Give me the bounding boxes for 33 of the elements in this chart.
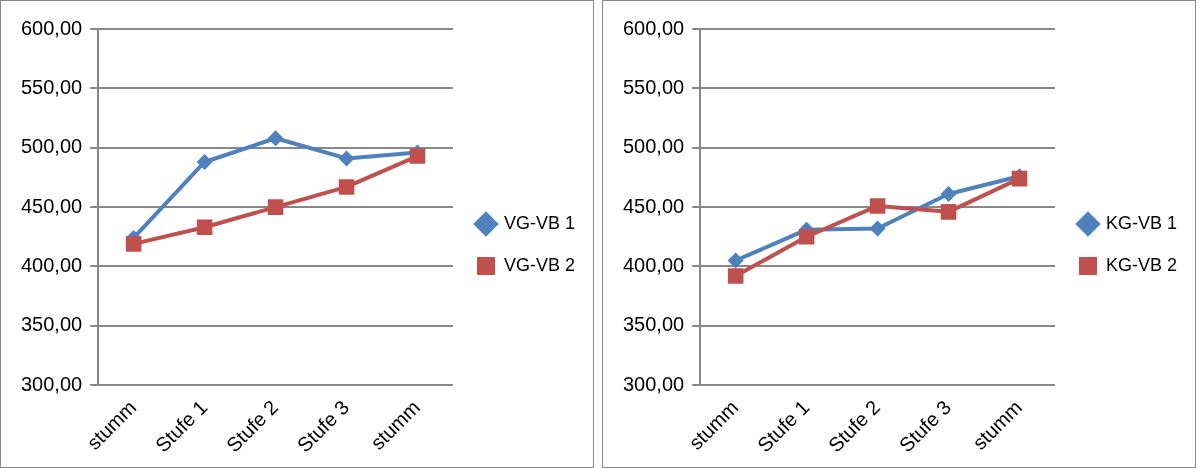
point	[798, 229, 815, 245]
point	[727, 268, 744, 284]
y-tick-label: 350,00	[21, 313, 83, 336]
y-tick-label: 300,00	[623, 372, 685, 395]
y-tick-label: 500,00	[623, 135, 685, 158]
point	[125, 236, 142, 252]
legend-label: KG-VB 1	[1105, 212, 1178, 233]
y-tick-label: 300,00	[21, 372, 83, 395]
point	[338, 150, 355, 167]
point	[409, 148, 426, 164]
point	[338, 179, 355, 195]
point	[267, 130, 284, 147]
y-tick-label: 550,00	[21, 75, 83, 98]
y-tick-label: 600,00	[21, 16, 83, 39]
y-tick-label: 450,00	[21, 194, 83, 217]
y-tick-label: 450,00	[623, 194, 685, 217]
y-tick-label: 500,00	[21, 135, 83, 158]
legend-label: VG-VB 1	[503, 212, 576, 233]
legend-label: VG-VB 2	[503, 254, 576, 275]
point	[869, 220, 886, 237]
y-tick-label: 400,00	[21, 253, 83, 276]
point	[940, 186, 957, 203]
y-tick-label: 600,00	[623, 16, 685, 39]
point	[267, 199, 284, 215]
legend-label: KG-VB 2	[1105, 254, 1178, 275]
y-tick-label: 550,00	[623, 75, 685, 98]
point	[727, 252, 744, 269]
point	[940, 204, 957, 220]
y-tick-label: 400,00	[623, 253, 685, 276]
point	[869, 198, 886, 214]
point	[196, 219, 213, 236]
point	[196, 153, 213, 170]
y-tick-label: 350,00	[623, 313, 685, 336]
